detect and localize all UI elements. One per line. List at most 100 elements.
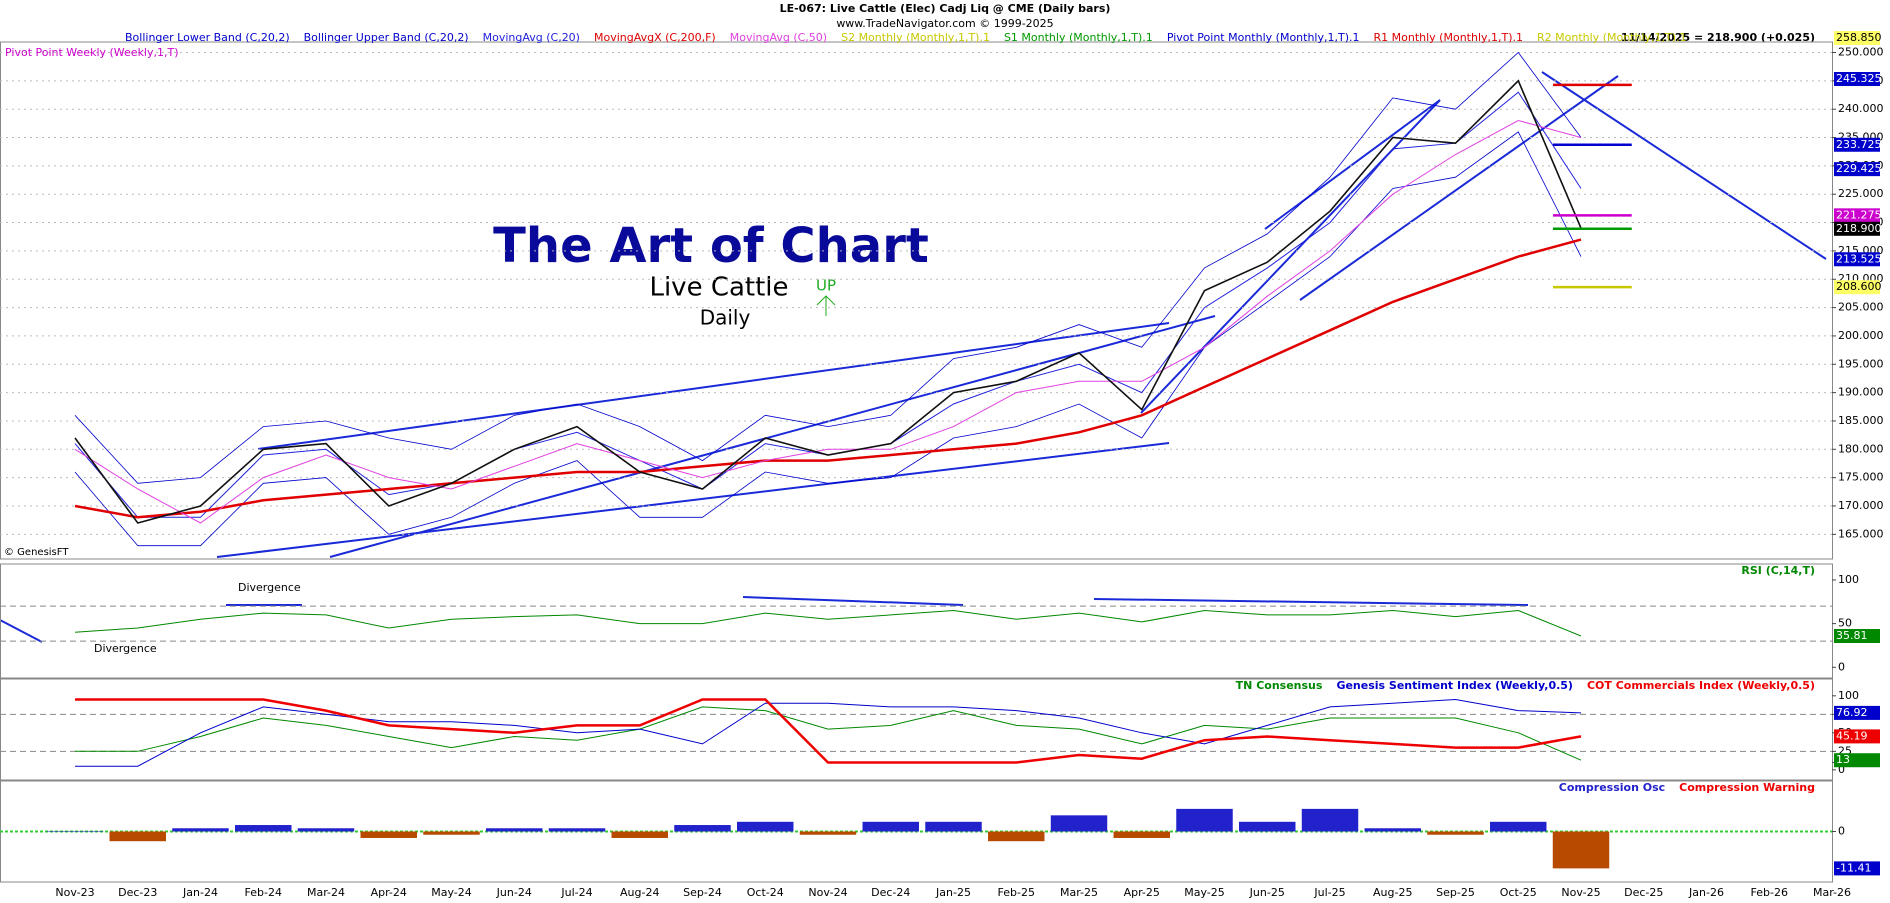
value-tag-label: 229.425 (1836, 162, 1882, 175)
y-tick-label: 165.000 (1838, 527, 1884, 540)
legend-entry: Compression Osc (1559, 781, 1665, 794)
trendlines (0, 71, 1827, 643)
y-tick-label: 195.000 (1838, 357, 1884, 370)
value-tag-label: 76.92 (1836, 706, 1868, 719)
x-tick-label: Mar-25 (1060, 886, 1098, 899)
y-tick-label: 185.000 (1838, 414, 1884, 427)
bar (297, 828, 355, 832)
copyright: © GenesisFT (4, 547, 69, 558)
bar (1176, 808, 1233, 832)
bar (172, 828, 229, 832)
x-tick-label: Sep-25 (1436, 886, 1475, 899)
y-tick-label: 180.000 (1838, 442, 1884, 455)
y-tick-label: 100 (1838, 573, 1859, 586)
series-line (74, 131, 1582, 547)
series-line (74, 79, 1582, 524)
bar (235, 825, 292, 832)
value-tag (1834, 208, 1880, 223)
x-tick-label: Sep-24 (683, 886, 722, 899)
value-tag-label: 221.275 (1836, 208, 1882, 221)
x-tick-label: Nov-24 (808, 886, 847, 899)
x-tick-label: Dec-24 (871, 886, 910, 899)
series-line (74, 238, 1582, 519)
instrument: Live Cattle (649, 273, 788, 303)
legend-entry: S2 Monthly (Monthly,1,T).1 (841, 31, 990, 44)
series-line (74, 51, 1582, 484)
bar (1301, 808, 1359, 832)
x-tick-label: May-25 (1184, 886, 1225, 899)
y-tick-label: 50 (1838, 617, 1852, 630)
x-tick-label: Aug-24 (620, 886, 659, 899)
y-tick-label: 240.000 (1838, 102, 1884, 115)
panel-border (0, 563, 1833, 679)
panel-border (0, 678, 1833, 781)
trendline (1093, 598, 1529, 606)
x-tick-label: Feb-24 (245, 886, 282, 899)
bar (1364, 828, 1421, 832)
trendline (257, 322, 1170, 450)
value-tag-label: 45.19 (1836, 729, 1868, 742)
y-tick-label: 0 (1838, 825, 1845, 838)
bar (925, 821, 982, 832)
bar (423, 831, 480, 835)
value-tag-label: 213.525 (1836, 252, 1882, 265)
value-tag (1834, 861, 1880, 876)
legend-entry: TN Consensus (1236, 679, 1323, 692)
legend-entry: RSI (C,14,T) (1741, 564, 1815, 577)
value-tag-label: 208.600 (1836, 280, 1882, 293)
trendline (0, 619, 43, 643)
chart-subtitle: www.TradeNavigator.com © 1999-2025 (836, 17, 1053, 30)
value-tag-label: 233.725 (1836, 138, 1882, 151)
value-tag (1834, 137, 1880, 152)
up-label: UP (816, 277, 836, 295)
x-tick-label: Oct-25 (1500, 886, 1537, 899)
value-tag (1834, 221, 1880, 236)
trendline (216, 442, 1170, 558)
value-tag (1834, 72, 1880, 87)
legend-entry: MovingAvgX (C,200,F) (594, 31, 716, 44)
x-tick-label: Dec-25 (1624, 886, 1663, 899)
y-tick-label: 0 (1838, 660, 1845, 673)
legend-entry: MovingAvg (C,20) (483, 31, 580, 44)
y-tick-label: 250.000 (1838, 46, 1884, 59)
trendline (1541, 71, 1827, 260)
chart-title: LE-067: Live Cattle (Elec) Cadj Liq @ CM… (780, 2, 1111, 15)
bar (1490, 821, 1547, 832)
legend-entry: R2 Monthly (Monthly,1,T).1 (1537, 31, 1687, 44)
x-tick-label: Nov-23 (55, 886, 94, 899)
legend-entry: Genesis Sentiment Index (Weekly,0.5) (1336, 679, 1573, 692)
trendline (329, 315, 1216, 558)
x-tick-label: Aug-25 (1373, 886, 1412, 899)
legend-entry: Bollinger Upper Band (C,20,2) (304, 31, 469, 44)
bar (611, 831, 668, 838)
legend-entry: Pivot Point Weekly (Weekly,1,T) (5, 46, 179, 59)
value-tag (1834, 629, 1880, 644)
x-tick-label: Jul-25 (1313, 886, 1345, 899)
x-tick-label: Jul-24 (560, 886, 592, 899)
bar (360, 831, 417, 838)
date-label: 11/14/2025 = 218.900 (+0.025) (1621, 31, 1815, 44)
value-tag (1834, 252, 1880, 267)
divergence-label: Divergence (238, 581, 301, 594)
bar (1113, 831, 1170, 838)
trendline (1264, 99, 1441, 230)
x-tick-label: Jun-24 (496, 886, 532, 899)
period: Daily (700, 306, 751, 330)
y-tick-label: 175.000 (1838, 471, 1884, 484)
value-tag-label: 258.850 (1836, 31, 1882, 44)
value-tag (1834, 162, 1880, 177)
y-tick-label: 190.000 (1838, 386, 1884, 399)
bar (548, 828, 606, 832)
value-tag (1834, 280, 1880, 295)
bar (674, 825, 731, 832)
value-tag-label: 218.900 (1836, 222, 1882, 235)
legend-entry: S1 Monthly (Monthly,1,T).1 (1004, 31, 1153, 44)
value-tag-label: -11.41 (1836, 861, 1871, 874)
bar (862, 821, 919, 832)
trendline (742, 596, 964, 606)
x-tick-label: Feb-25 (998, 886, 1035, 899)
value-tag-label: 35.81 (1836, 629, 1868, 642)
x-tick-label: Oct-24 (747, 886, 784, 899)
